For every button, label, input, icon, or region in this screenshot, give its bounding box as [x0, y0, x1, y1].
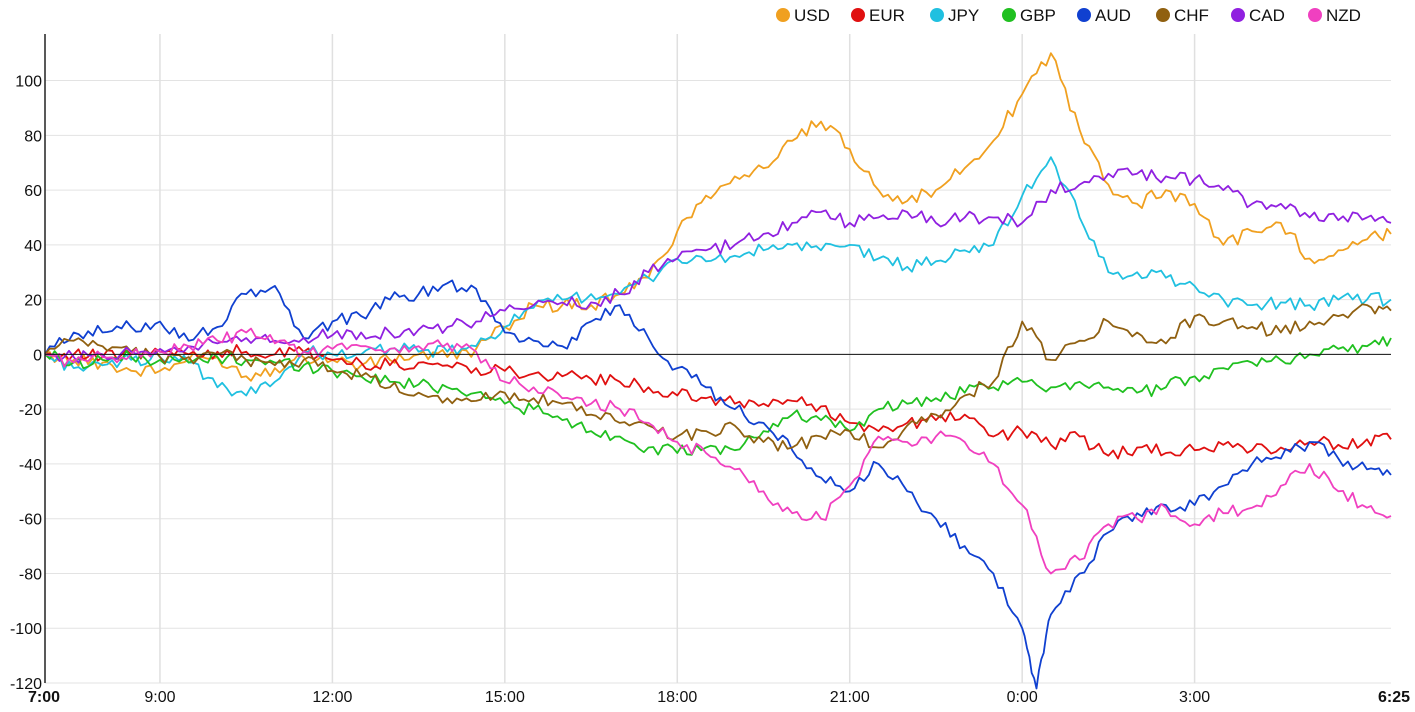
legend-label: USD [794, 6, 830, 25]
legend-label: GBP [1020, 6, 1056, 25]
legend-swatch [776, 8, 790, 22]
y-tick-label: -20 [19, 402, 42, 419]
legend-label: AUD [1095, 6, 1131, 25]
y-tick-label: -100 [10, 621, 42, 638]
x-tick-label: 9:00 [144, 689, 175, 706]
legend-label: CHF [1174, 6, 1209, 25]
legend-item-eur: EUR [851, 6, 905, 25]
grid-lines [45, 34, 1391, 684]
legend-swatch [930, 8, 944, 22]
y-tick-label: 60 [24, 183, 42, 200]
y-tick-label: 100 [15, 74, 42, 91]
x-tick-label: 21:00 [830, 689, 870, 706]
legend-label: NZD [1326, 6, 1361, 25]
legend-swatch [1077, 8, 1091, 22]
legend-item-jpy: JPY [930, 6, 979, 25]
series-line-eur [44, 344, 1392, 460]
legend-label: JPY [948, 6, 979, 25]
y-tick-label: -40 [19, 457, 42, 474]
legend-item-aud: AUD [1077, 6, 1131, 25]
legend-swatch [851, 8, 865, 22]
y-tick-label: -120 [10, 676, 42, 693]
series-line-chf [44, 303, 1392, 452]
y-tick-label: -60 [19, 512, 42, 529]
x-tick-label: 15:00 [485, 689, 525, 706]
series-line-nzd [44, 327, 1392, 575]
legend-swatch [1156, 8, 1170, 22]
legend-swatch [1308, 8, 1322, 22]
x-tick-label: 3:00 [1179, 689, 1210, 706]
legend-label: EUR [869, 6, 905, 25]
y-tick-label: 20 [24, 293, 42, 310]
y-tick-label: 40 [24, 238, 42, 255]
y-tick-label: 0 [33, 347, 42, 364]
series-line-aud [44, 279, 1392, 690]
legend-item-gbp: GBP [1002, 6, 1056, 25]
legend-swatch [1002, 8, 1016, 22]
legend-item-usd: USD [776, 6, 830, 25]
legend-label: CAD [1249, 6, 1285, 25]
x-tick-label: 7:00 [28, 689, 60, 706]
series-line-usd [44, 52, 1392, 382]
series-lines [44, 52, 1392, 690]
legend-item-nzd: NZD [1308, 6, 1361, 25]
x-tick-label: 18:00 [657, 689, 697, 706]
y-tick-label: -80 [19, 566, 42, 583]
y-tick-label: 80 [24, 128, 42, 145]
legend-item-chf: CHF [1156, 6, 1209, 25]
legend: USD EUR JPY GBP AUD CHF CAD NZD [776, 6, 1361, 25]
x-tick-label: 12:00 [312, 689, 352, 706]
x-tick-label: 0:00 [1007, 689, 1038, 706]
series-line-cad [44, 167, 1392, 364]
legend-swatch [1231, 8, 1245, 22]
series-line-gbp [44, 336, 1392, 456]
legend-item-cad: CAD [1231, 6, 1285, 25]
x-tick-label: 6:25 [1378, 689, 1410, 706]
